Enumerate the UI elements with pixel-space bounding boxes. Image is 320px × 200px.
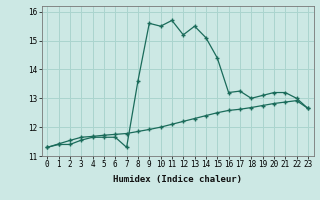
X-axis label: Humidex (Indice chaleur): Humidex (Indice chaleur) bbox=[113, 175, 242, 184]
